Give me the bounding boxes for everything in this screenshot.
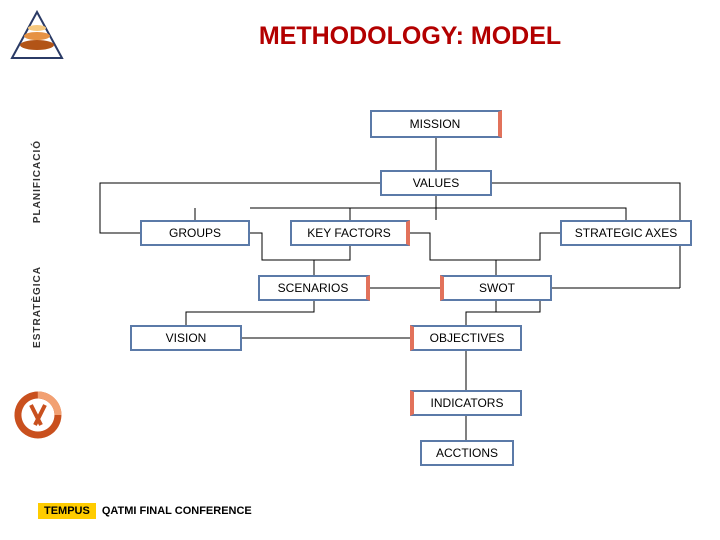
diagram-canvas: PLANIFICACIÓ ESTRATÈGICA METHODOLOGY: MO… bbox=[0, 0, 720, 540]
node-label: VISION bbox=[166, 331, 207, 345]
node-label: SWOT bbox=[479, 281, 515, 295]
node-indicators: INDICATORS bbox=[410, 390, 522, 416]
node-scenarios: SCENARIOS bbox=[258, 275, 370, 301]
node-label: MISSION bbox=[410, 117, 461, 131]
node-actions: ACCTIONS bbox=[420, 440, 514, 466]
connector-lines bbox=[0, 0, 720, 540]
node-label: ACCTIONS bbox=[436, 446, 498, 460]
page-title: METHODOLOGY: MODEL bbox=[200, 22, 620, 51]
node-vision: VISION bbox=[130, 325, 242, 351]
node-objectives: OBJECTIVES bbox=[410, 325, 522, 351]
node-swot: SWOT bbox=[440, 275, 552, 301]
node-mission: MISSION bbox=[370, 110, 502, 138]
node-label: KEY FACTORS bbox=[307, 226, 391, 240]
node-strategicaxes: STRATEGIC AXES bbox=[560, 220, 692, 246]
node-label: GROUPS bbox=[169, 226, 221, 240]
footer: TEMPUS QATMI FINAL CONFERENCE bbox=[38, 502, 258, 520]
node-label: VALUES bbox=[413, 176, 459, 190]
sidebar-text-1: PLANIFICACIÓ bbox=[32, 140, 43, 223]
node-label: OBJECTIVES bbox=[430, 331, 505, 345]
sidebar-logo: PLANIFICACIÓ ESTRATÈGICA bbox=[10, 140, 65, 440]
node-values: VALUES bbox=[380, 170, 492, 196]
footer-lead: TEMPUS bbox=[38, 503, 96, 519]
sidebar-emblem-icon bbox=[13, 390, 63, 440]
node-groups: GROUPS bbox=[140, 220, 250, 246]
node-keyfactors: KEY FACTORS bbox=[290, 220, 410, 246]
node-label: STRATEGIC AXES bbox=[575, 226, 677, 240]
footer-rest: QATMI FINAL CONFERENCE bbox=[96, 503, 258, 519]
node-label: SCENARIOS bbox=[278, 281, 349, 295]
sidebar-text-2: ESTRATÈGICA bbox=[32, 266, 43, 348]
node-label: INDICATORS bbox=[431, 396, 504, 410]
corner-logo bbox=[10, 8, 65, 63]
